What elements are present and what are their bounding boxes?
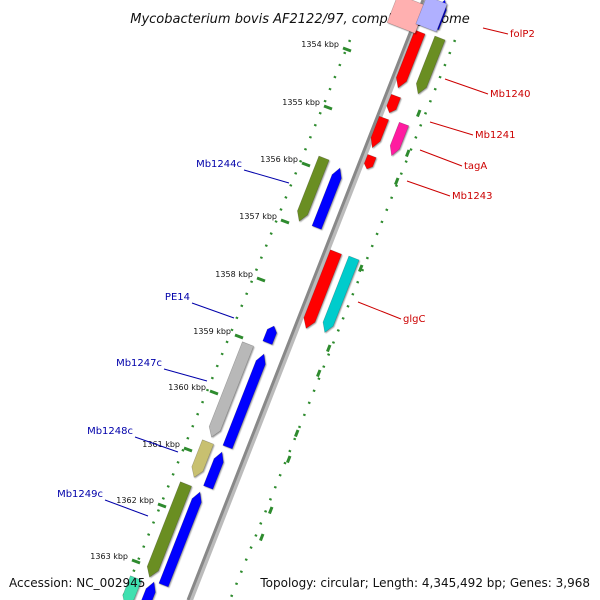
gene-callouts: folP2 Mb1240 Mb1241 tagA Mb1243 glgC Mb1244c PE… [57,27,535,517]
gene-label-Mb1244c[interactable]: Mb1244c [196,159,242,170]
tick-label: 1356 kbp [260,155,298,164]
tick-dash [280,218,290,225]
gene-glgC-red-arrow [303,249,342,329]
tick-mark [326,344,332,353]
callout-line [429,121,474,136]
tick-mark [416,109,422,118]
accession-label: Accession: NC_002945 [9,576,145,590]
callout-line [482,27,509,35]
tick-label: 1357 kbp [239,212,277,221]
tick-mark [268,506,274,515]
tick-dash [183,446,193,453]
map-title: Mycobacterium bovis AF2122/97, complete … [130,12,469,27]
gene-Mb1244c-bar [297,155,330,222]
tick-label: 1360 kbp [168,383,206,392]
gene-Mb1243-arrow [363,154,377,170]
callout-line [357,301,402,320]
callout-line [104,499,149,517]
tick-mark [286,455,292,464]
gene-label-Mb1240[interactable]: Mb1240 [490,89,530,100]
gene-bottom-blue-arrow [141,581,156,600]
genome-summary: Topology: circular; Length: 4,345,492 bp… [259,576,590,590]
callout-line [444,78,489,95]
tick-mark [294,429,300,438]
tick-label: 1362 kbp [116,496,154,505]
tick-mark [394,177,400,186]
callout-line [191,302,235,319]
callout-line [134,436,179,453]
tick-mark [259,533,265,542]
tick-dash [342,46,352,53]
tick-labels: 1354 kbp 1355 kbp 1356 kbp 1357 kbp 1358 kbp… [90,40,352,565]
tick-mark [358,264,364,273]
gene-label-Mb1243[interactable]: Mb1243 [452,191,492,202]
gene-Mb1249c-blue-arrow [158,491,202,588]
gene-Mb1248c-blue-arrow [203,451,224,490]
tick-dash [157,502,167,509]
gene-Mb1248c-bar [191,439,214,478]
gene-features [122,0,448,600]
tick-mark [316,369,322,378]
gene-label-tagA[interactable]: tagA [464,161,487,172]
gene-label-glgC[interactable]: glgC [403,314,425,325]
gene-glgC-cyan-bar [322,255,360,334]
backbone-shadow [187,0,428,600]
callout-line [163,368,208,382]
gene-Mb1247c-gray-bar [208,341,254,438]
gene-small-red-arrow [386,93,402,114]
gene-Mb1249c-bar [146,481,192,578]
gene-folP2-arrow [395,29,426,89]
tick-label: 1361 kbp [142,440,180,449]
callout-line [419,149,463,167]
tick-dash [209,389,219,396]
backbone-line [186,0,425,600]
tick-label: 1358 kbp [215,270,253,279]
tick-label: 1354 kbp [301,40,339,49]
gene-PE14-arrow [262,325,278,345]
gene-label-Mb1248c[interactable]: Mb1248c [87,426,133,437]
callout-line [406,180,451,197]
gene-Mb1244c-blue-arrow [311,167,342,230]
gene-tagA-arrow [389,121,410,157]
tick-dash [323,104,333,111]
gene-Mb1240-bar [415,35,446,95]
tick-label: 1359 kbp [193,327,231,336]
gene-label-folP2[interactable]: folP2 [510,29,535,40]
gene-Mb1247c-blue-arrow [222,353,266,450]
gene-Mb1241-arrow [370,115,390,149]
tick-dash [256,276,266,283]
tick-label: 1363 kbp [90,552,128,561]
gene-label-Mb1241[interactable]: Mb1241 [475,130,515,141]
gene-label-Mb1247c[interactable]: Mb1247c [116,358,162,369]
gene-top-lavender-block [415,0,448,33]
callout-line [243,169,290,184]
tick-label: 1355 kbp [282,98,320,107]
tick-dash [234,333,244,340]
tick-dash [301,161,311,168]
tick-dash [131,558,141,565]
gene-label-PE14[interactable]: PE14 [165,292,190,303]
tick-mark [405,149,411,158]
gene-label-Mb1249c[interactable]: Mb1249c [57,489,103,500]
gene-bottom-teal-bar [122,575,142,600]
